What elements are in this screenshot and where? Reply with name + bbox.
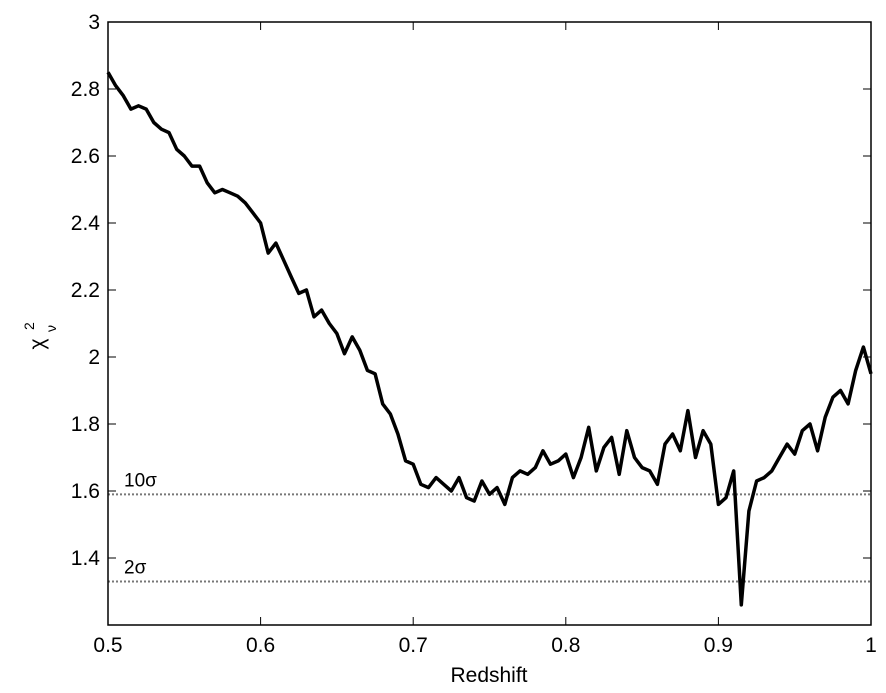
y-tick-label: 3 xyxy=(88,11,100,34)
y-tick-label: 2.6 xyxy=(71,145,100,168)
x-tick-label: 0.8 xyxy=(551,634,580,657)
plot-frame xyxy=(107,21,872,626)
y-tick-label: 2.8 xyxy=(71,78,100,101)
y-label-sub: ν xyxy=(43,325,59,332)
x-tick-label: 0.9 xyxy=(704,634,733,657)
x-tick-label: 0.5 xyxy=(93,634,122,657)
data-line xyxy=(106,71,873,607)
y-label-sup: 2 xyxy=(21,322,37,330)
reference-label: 2σ xyxy=(124,557,147,578)
y-tick-label: 2.2 xyxy=(71,279,100,302)
x-tick-label: 0.7 xyxy=(399,634,428,657)
y-tick-label: 1.8 xyxy=(71,413,100,436)
x-tick-label: 0.6 xyxy=(246,634,275,657)
y-label-base: χ xyxy=(26,338,49,349)
y-axis-label: χ 2 ν xyxy=(21,322,59,350)
x-axis-label: Redshift xyxy=(450,664,527,687)
x-tick-label: 1 xyxy=(865,634,877,657)
y-tick-label: 2 xyxy=(88,346,100,369)
y-tick-label: 1.4 xyxy=(71,547,101,570)
reference-label: 10σ xyxy=(124,470,157,491)
y-tick-label: 1.6 xyxy=(71,480,100,503)
y-tick-label: 2.4 xyxy=(71,212,101,235)
